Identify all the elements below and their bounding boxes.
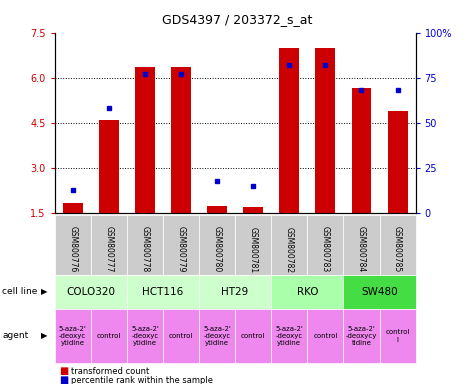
Text: control
l: control l: [385, 329, 410, 343]
Bar: [388, 111, 408, 213]
Bar: [99, 120, 119, 213]
Text: ▶: ▶: [41, 287, 48, 296]
Bar: [279, 48, 299, 213]
Bar: [352, 88, 371, 213]
Text: GSM800784: GSM800784: [357, 227, 366, 273]
Bar: [207, 205, 227, 213]
Text: GSM800779: GSM800779: [177, 226, 185, 273]
Text: control: control: [241, 333, 266, 339]
Text: 5-aza-2'
-deoxycy
tidine: 5-aza-2' -deoxycy tidine: [346, 326, 377, 346]
Bar: [315, 48, 335, 213]
Bar: [243, 207, 263, 213]
Text: GSM800776: GSM800776: [68, 226, 77, 273]
Text: agent: agent: [2, 331, 28, 341]
Bar: [135, 67, 155, 213]
Bar: [171, 67, 191, 213]
Text: RKO: RKO: [296, 287, 318, 297]
Text: 5-aza-2'
-deoxyc
ytidine: 5-aza-2' -deoxyc ytidine: [131, 326, 159, 346]
Text: HT29: HT29: [221, 287, 249, 297]
Text: HCT116: HCT116: [142, 287, 183, 297]
Text: GSM800780: GSM800780: [213, 227, 221, 273]
Bar: [63, 203, 83, 213]
Text: SW480: SW480: [361, 287, 398, 297]
Text: GSM800783: GSM800783: [321, 227, 330, 273]
Text: GDS4397 / 203372_s_at: GDS4397 / 203372_s_at: [162, 13, 313, 26]
Text: GSM800785: GSM800785: [393, 227, 402, 273]
Text: 5-aza-2'
-deoxyc
ytidine: 5-aza-2' -deoxyc ytidine: [59, 326, 86, 346]
Text: percentile rank within the sample: percentile rank within the sample: [71, 376, 213, 384]
Text: ▶: ▶: [41, 331, 48, 341]
Text: 5-aza-2'
-deoxyc
ytidine: 5-aza-2' -deoxyc ytidine: [276, 326, 303, 346]
Text: 5-aza-2'
-deoxyc
ytidine: 5-aza-2' -deoxyc ytidine: [203, 326, 231, 346]
Text: ■: ■: [59, 375, 68, 384]
Text: control: control: [169, 333, 193, 339]
Text: GSM800778: GSM800778: [141, 227, 149, 273]
Text: transformed count: transformed count: [71, 367, 150, 376]
Text: GSM800777: GSM800777: [104, 226, 113, 273]
Text: GSM800782: GSM800782: [285, 227, 294, 273]
Text: COLO320: COLO320: [66, 287, 115, 297]
Text: ■: ■: [59, 366, 68, 376]
Text: control: control: [313, 333, 338, 339]
Text: GSM800781: GSM800781: [249, 227, 257, 273]
Text: control: control: [96, 333, 121, 339]
Text: cell line: cell line: [2, 287, 38, 296]
